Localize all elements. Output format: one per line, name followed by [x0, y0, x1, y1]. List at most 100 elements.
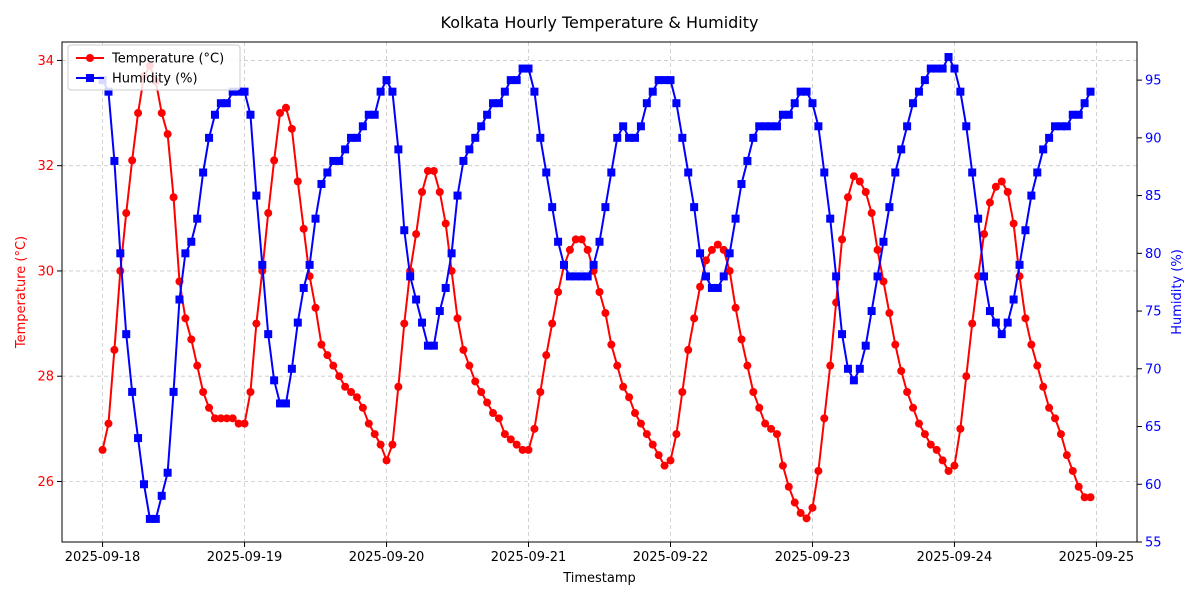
humidity-point — [287, 364, 296, 373]
humidity-point — [802, 87, 811, 96]
temperature-point — [630, 409, 639, 418]
humidity-point — [820, 168, 829, 177]
humidity-point — [843, 364, 852, 373]
humidity-point — [388, 87, 397, 96]
humidity-point — [116, 249, 125, 258]
humidity-point — [175, 295, 184, 304]
humidity-point — [435, 307, 444, 316]
humidity-point — [104, 87, 113, 96]
temperature-point — [1080, 493, 1089, 502]
temperature-point — [701, 256, 710, 265]
temperature-point — [358, 403, 367, 412]
temperature-point — [163, 130, 172, 139]
temperature-point — [329, 361, 338, 370]
temperature-point — [240, 419, 249, 428]
temperature-point — [772, 430, 781, 439]
humidity-point — [814, 122, 823, 131]
humidity-point — [370, 110, 379, 119]
humidity-point — [1045, 133, 1054, 142]
humidity-point — [855, 364, 864, 373]
humidity-point — [909, 99, 918, 108]
humidity-point — [382, 76, 391, 85]
humidity-point — [524, 64, 533, 73]
humidity-point — [589, 260, 598, 269]
temperature-point — [518, 445, 527, 454]
humidity-point — [1056, 122, 1065, 131]
humidity-point — [707, 283, 716, 292]
legend-label-humidity: Humidity (%) — [112, 72, 198, 87]
temperature-point — [477, 388, 486, 396]
temperature-point — [157, 109, 166, 118]
y-axis-right-title: Humidity (%) — [1170, 249, 1185, 335]
temperature-point — [1062, 451, 1071, 460]
humidity-point — [968, 168, 977, 177]
temperature-point — [187, 335, 196, 344]
y-right-tick-label: 55 — [1145, 536, 1162, 551]
temperature-point — [1003, 188, 1012, 196]
humidity-point — [181, 249, 190, 258]
humidity-point — [630, 133, 639, 142]
temperature-point — [181, 314, 190, 323]
humidity-point — [299, 283, 308, 292]
humidity-point — [139, 480, 148, 489]
humidity-point — [1074, 110, 1083, 119]
y-right-tick-label: 90 — [1145, 131, 1162, 146]
humidity-point — [944, 53, 953, 62]
temperature-point — [1009, 219, 1018, 228]
temperature-point — [778, 461, 787, 470]
temperature-point — [808, 503, 817, 512]
temperature-point — [985, 198, 994, 207]
humidity-point — [394, 145, 403, 154]
temperature-point — [613, 361, 622, 370]
humidity-point — [873, 272, 882, 281]
temperature-point — [980, 230, 989, 239]
temperature-point — [625, 393, 634, 402]
humidity-point — [713, 283, 722, 292]
legend: Temperature (°C) Humidity (%) — [67, 44, 241, 91]
temperature-point — [1045, 403, 1054, 412]
y-axis-right: 55 60 65 70 75 80 85 90 95 — [1137, 74, 1162, 551]
humidity-point — [145, 514, 154, 523]
temperature-point — [636, 419, 645, 428]
x-tick-label: 2025-09-22 — [633, 550, 709, 565]
temperature-point — [335, 372, 344, 381]
temperature-point — [849, 172, 858, 181]
legend-item-temperature: Temperature (°C) — [76, 52, 224, 67]
humidity-point — [737, 180, 746, 189]
temperature-point — [1027, 340, 1036, 349]
temperature-point — [122, 209, 131, 218]
humidity-point — [926, 64, 935, 73]
temperature-point — [1051, 414, 1060, 423]
humidity-point — [725, 249, 734, 258]
temperature-point — [116, 266, 125, 275]
temperature-point — [648, 440, 657, 449]
humidity-point — [459, 156, 468, 165]
humidity-point — [1021, 226, 1030, 235]
temperature-point — [743, 361, 752, 370]
humidity-point — [832, 272, 841, 281]
temperature-point — [216, 414, 225, 423]
humidity-point — [270, 376, 279, 385]
humidity-point — [323, 168, 332, 177]
temperature-point — [311, 303, 320, 312]
temperature-point — [571, 235, 580, 244]
humidity-point — [778, 110, 787, 119]
humidity-point — [932, 64, 941, 73]
humidity-point — [660, 76, 669, 85]
humidity-point — [134, 434, 143, 443]
temperature-point — [950, 461, 959, 470]
temperature-point — [104, 419, 113, 428]
humidity-point — [418, 318, 427, 327]
humidity-point — [749, 133, 758, 142]
temperature-point — [494, 414, 503, 423]
humidity-point — [110, 156, 119, 165]
humidity-point — [305, 260, 314, 269]
y-right-tick-label: 70 — [1145, 362, 1162, 377]
humidity-point — [489, 99, 498, 108]
humidity-point — [429, 341, 438, 350]
humidity-point — [258, 260, 267, 269]
humidity-point — [293, 318, 302, 327]
temperature-point — [222, 414, 231, 423]
chart-title: Kolkata Hourly Temperature & Humidity — [441, 13, 759, 32]
